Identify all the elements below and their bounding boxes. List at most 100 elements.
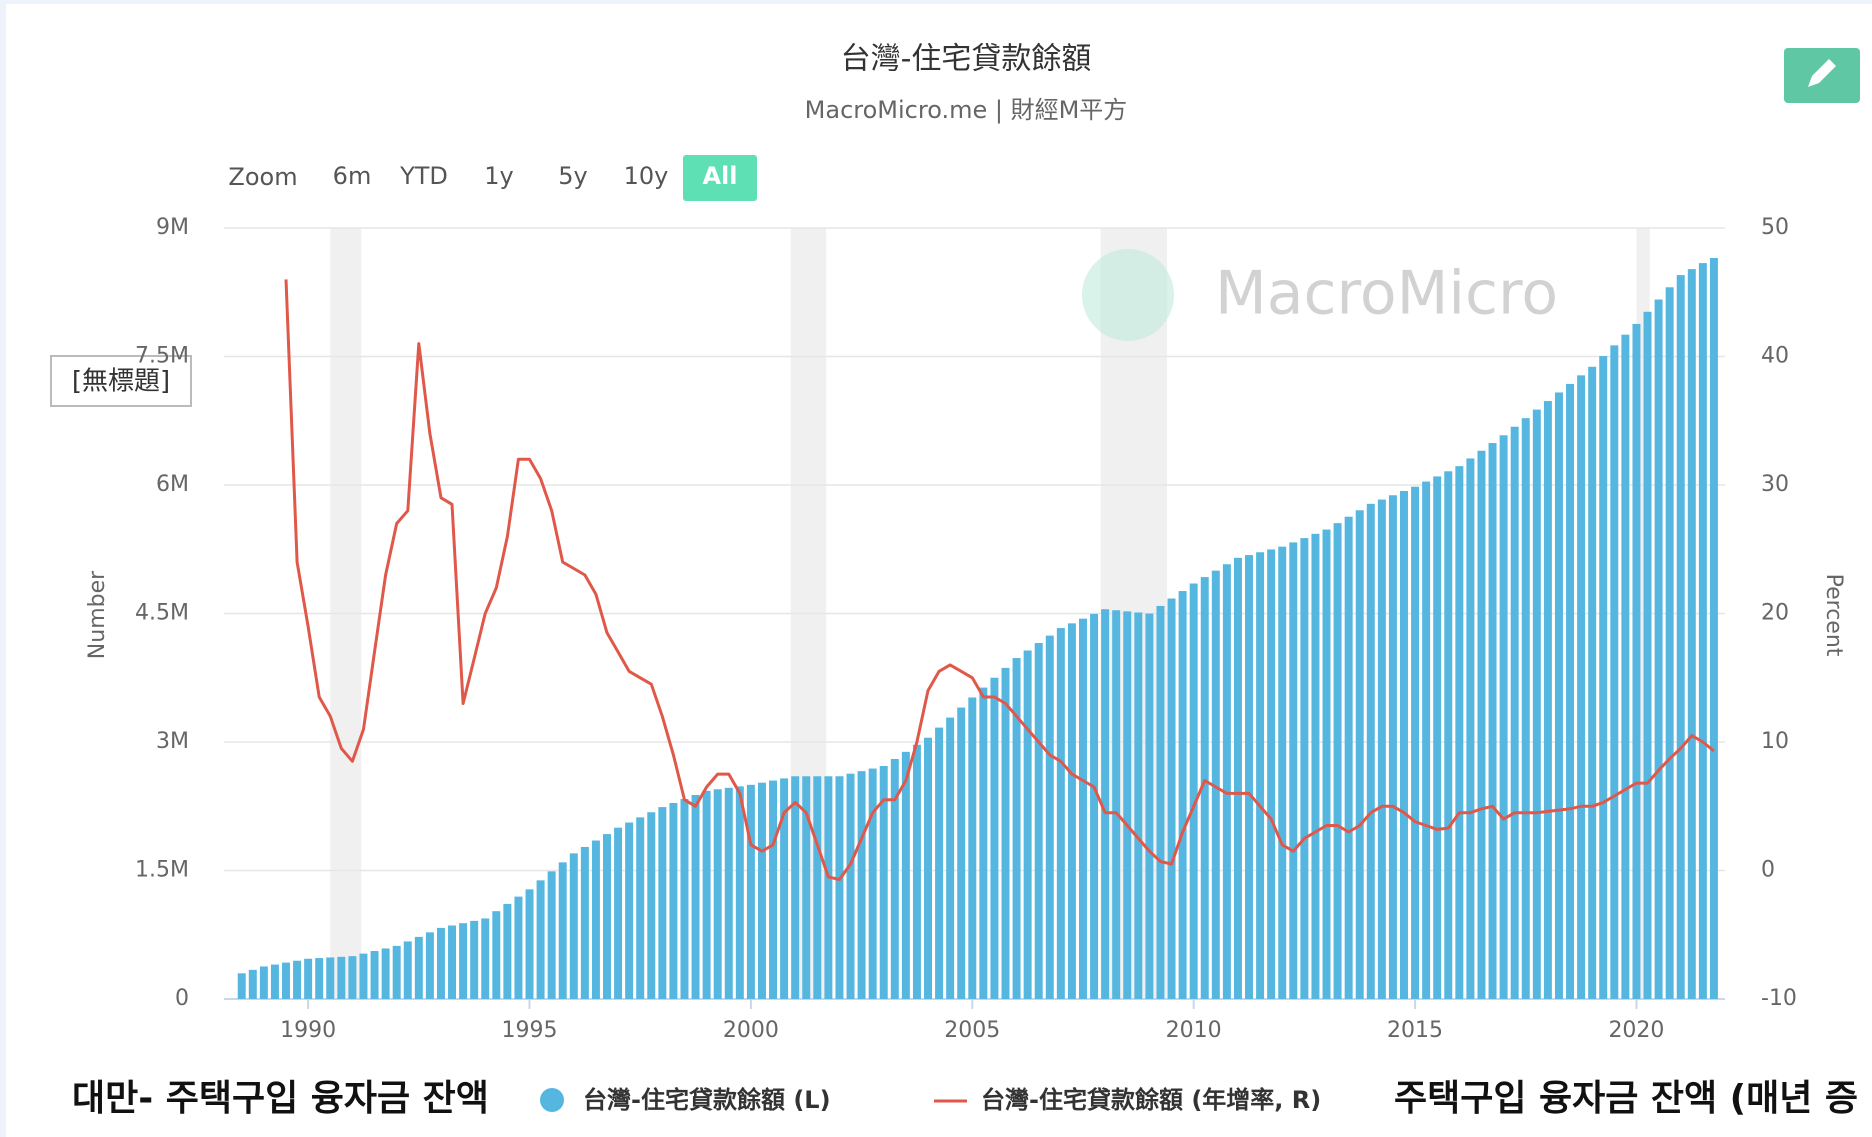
range-button[interactable]: 5y [558,162,587,190]
bar [282,962,290,999]
legend-label: 台灣-住宅貸款餘額 (年增率, R) [981,1086,1321,1114]
bar [901,751,910,999]
bar [780,778,789,999]
bar [724,787,733,999]
bar [1698,263,1707,1000]
range-button[interactable]: 6m [333,162,372,190]
bar [1034,643,1043,999]
bar [957,707,966,999]
bar [879,765,888,999]
y2-tick-label: 50 [1761,215,1789,240]
bar [237,973,246,999]
y-tick-label: 7.5M [135,344,189,369]
x-tick-label: 1995 [502,1018,558,1043]
bar [802,776,811,999]
bar [1621,334,1630,999]
bar [935,727,944,999]
y2-tick-label: 40 [1761,344,1789,369]
bar [1577,375,1586,999]
x-tick-label: 2015 [1387,1018,1443,1043]
bar [691,794,700,999]
bar [1200,577,1209,999]
bar [1134,612,1143,999]
bar [1245,555,1254,999]
bar [259,966,268,999]
bar [647,812,656,999]
tooltip: [無標題] [72,367,170,397]
bar [636,817,645,999]
bar [1344,516,1353,999]
y-axis-title: Number [85,570,110,659]
y2-tick-label: 0 [1761,858,1775,883]
bar [1123,611,1132,999]
bar [1333,523,1342,999]
bar [514,896,523,999]
bar [1554,392,1563,1000]
bar [470,920,479,999]
bar [304,958,313,999]
bar [924,737,932,999]
bar [326,957,335,999]
annotation: 주택구입 융자금 잔액 (매년 증 [1394,1078,1858,1119]
y2-tick-label: 20 [1761,601,1789,626]
range-button[interactable]: YTD [399,162,448,190]
bar [1643,311,1652,1000]
bar [448,925,457,999]
bar [1422,481,1431,999]
range-button[interactable]: 1y [484,162,513,190]
bar [558,862,567,999]
bar [359,953,368,999]
bar [912,744,921,999]
x-tick-label: 2005 [944,1018,1000,1043]
bar [503,903,512,999]
y-tick-label: 3M [156,729,189,754]
bar [1322,529,1331,999]
bar [669,802,678,999]
bar [1388,495,1397,999]
bar [1078,618,1087,999]
chart-title: 台灣-住宅貸款餘額 [841,42,1092,77]
bar [979,687,988,999]
bar [1289,542,1298,999]
bar [868,768,877,999]
bar [680,798,689,999]
bar [525,889,534,999]
annotation: 대만- 주택구입 융자금 잔액 [72,1078,489,1119]
bar [1477,450,1486,999]
bar [1300,538,1309,999]
zoom-label: Zoom [228,163,297,191]
bar [1167,598,1176,999]
range-button[interactable]: All [702,162,737,190]
bar [1222,564,1231,999]
bar [946,717,955,999]
bar [1256,552,1265,999]
x-tick-label: 2000 [723,1018,779,1043]
bar [392,945,401,999]
x-tick-label: 1990 [280,1018,336,1043]
bar [702,790,711,999]
bar [1709,257,1718,999]
bar [713,789,722,999]
bar [403,941,412,999]
y-tick-label: 6M [156,472,189,497]
bar [1377,499,1386,999]
y2-tick-label: -10 [1761,986,1797,1011]
watermark-logo [1082,249,1174,341]
bar [315,958,324,999]
bar [1566,383,1575,999]
bar [1687,269,1696,999]
range-button-bg [683,155,757,201]
bar [1112,610,1121,999]
bar [1488,443,1497,1000]
y2-tick-label: 10 [1761,729,1789,754]
bar [968,697,977,999]
bar [1090,613,1099,999]
bar [414,936,423,999]
bar [614,827,623,999]
bar [536,880,545,999]
bar [857,771,866,999]
bar [381,948,390,999]
range-button[interactable]: 10y [624,162,669,190]
bar [1211,570,1220,999]
